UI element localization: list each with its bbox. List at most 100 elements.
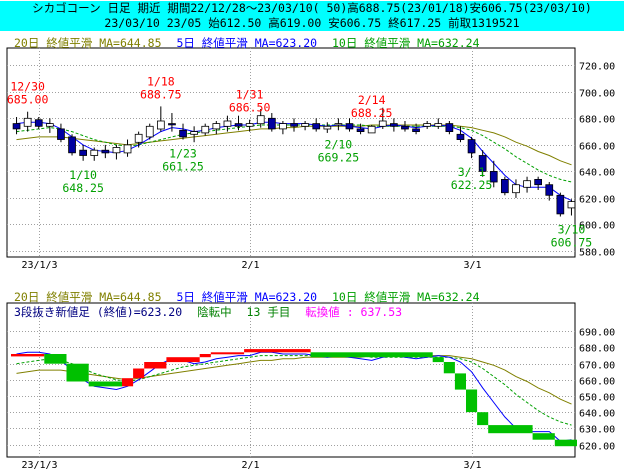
new-price-brick <box>488 425 533 434</box>
new-price-brick <box>454 373 466 390</box>
y-tick-label: 680.00 <box>579 344 615 355</box>
legend-bottom-ma5: 5日 終値平滑 MA=623.20 <box>176 290 318 304</box>
info-status: 陰転中 <box>197 305 232 319</box>
new-price-brick <box>244 349 311 353</box>
legend-ma20: 20日 終値平滑 MA=644.85 <box>14 36 162 50</box>
x-tick-label: 23/1/3 <box>21 460 57 471</box>
candle <box>545 184 554 196</box>
annotation-value: 622.25 <box>451 178 493 192</box>
new-price-brick <box>432 357 444 363</box>
new-price-brick <box>199 354 211 358</box>
candle <box>467 139 476 154</box>
legend-bottom-ma10: 10日 終値平滑 MA=632.24 <box>331 290 480 304</box>
candle <box>378 120 387 127</box>
candle <box>423 123 432 127</box>
y-tick-label: 690.00 <box>579 328 615 339</box>
x-tick-label: 2/1 <box>241 460 259 471</box>
candle <box>223 120 232 127</box>
annotation-date: 2/10 <box>325 137 353 151</box>
ma5-line <box>16 351 572 442</box>
candle <box>389 123 398 127</box>
annotation-value: 606.75 <box>551 236 593 250</box>
candle <box>312 123 321 130</box>
y-tick-label: 660.00 <box>579 142 615 153</box>
legend-bottom-ma20: 20日 終値平滑 MA=644.85 <box>14 290 162 304</box>
candle <box>134 133 143 143</box>
candle <box>456 133 465 141</box>
candle <box>534 178 543 186</box>
candle <box>412 128 420 132</box>
y-tick-label: 680.00 <box>579 115 615 126</box>
new-price-brick <box>11 354 45 357</box>
y-tick-label: 720.00 <box>579 62 615 73</box>
candle <box>478 155 487 172</box>
new-price-brick <box>554 439 577 447</box>
new-price-brick <box>443 362 455 374</box>
new-price-brick <box>144 362 167 369</box>
info-turn: 転換値 : 637.53 <box>305 305 403 319</box>
x-tick-label: 23/1/3 <box>21 260 57 271</box>
x-tick-label: 3/1 <box>463 460 481 471</box>
annotation-date: 1/23 <box>169 147 197 161</box>
new-price-brick <box>133 368 145 379</box>
candle <box>356 128 365 132</box>
candle <box>256 115 265 125</box>
candle <box>267 117 276 130</box>
candle <box>179 129 187 138</box>
new-price-brick <box>466 389 478 413</box>
panel-1: 720.00 700.00 680.00 660.00 640.00 620.00 600.… <box>6 47 615 271</box>
x-tick-label: 3/1 <box>463 260 481 271</box>
annotation-date: 1/18 <box>147 74 175 88</box>
candle <box>401 125 409 130</box>
candle <box>523 180 531 188</box>
new-price-brick <box>532 433 555 440</box>
new-price-brick <box>88 381 122 387</box>
y-tick-label: 620.00 <box>579 195 615 206</box>
candle <box>556 194 565 215</box>
y-tick-label: 640.00 <box>579 409 615 420</box>
y-tick-label: 580.00 <box>579 248 615 259</box>
annotation-value: 688.75 <box>140 87 182 101</box>
annotation-date: 12/30 <box>10 80 45 94</box>
candle <box>301 123 310 127</box>
y-tick-label: 640.00 <box>579 168 615 179</box>
annotation-date: 1/31 <box>236 88 264 102</box>
candle <box>101 149 110 154</box>
candle <box>245 123 254 127</box>
y-tick-label: 650.00 <box>579 393 615 404</box>
annotation-value: 686.50 <box>229 101 271 115</box>
info-count: 13 手目 <box>246 305 291 319</box>
candle <box>434 123 443 127</box>
ma20-line <box>16 355 572 405</box>
candle <box>168 123 176 126</box>
candle <box>90 149 99 156</box>
candle <box>345 123 354 130</box>
candle <box>234 123 243 127</box>
candle <box>367 125 376 134</box>
new-price-brick <box>210 352 245 355</box>
legend-ma5: 5日 終値平滑 MA=623.20 <box>176 36 318 50</box>
candle <box>290 123 298 127</box>
annotation-date: 1/10 <box>69 168 97 182</box>
candle <box>201 125 210 134</box>
y-tick-label: 660.00 <box>579 377 615 388</box>
candle <box>190 131 198 135</box>
panel-frame <box>6 302 576 458</box>
y-tick-label: 670.00 <box>579 361 615 372</box>
annotation-value: 685.00 <box>7 93 49 107</box>
legend-bottom: 20日 終値平滑 MA=644.85 5日 終値平滑 MA=623.20 10日… <box>14 290 488 304</box>
candle <box>68 136 76 154</box>
candle <box>112 147 121 154</box>
candle <box>445 123 454 132</box>
candle <box>489 170 498 183</box>
new-price-brick <box>477 412 489 426</box>
candle <box>500 178 509 194</box>
y-tick-label: 600.00 <box>579 221 615 232</box>
new-price-info: 3段抜き新値足 (終値)=623.20 陰転中 13 手目 転換値 : 637.… <box>14 305 410 319</box>
new-price-brick <box>310 352 433 358</box>
candle <box>567 201 576 209</box>
candle <box>34 119 43 127</box>
new-price-brick <box>166 357 200 363</box>
candle <box>46 123 54 127</box>
